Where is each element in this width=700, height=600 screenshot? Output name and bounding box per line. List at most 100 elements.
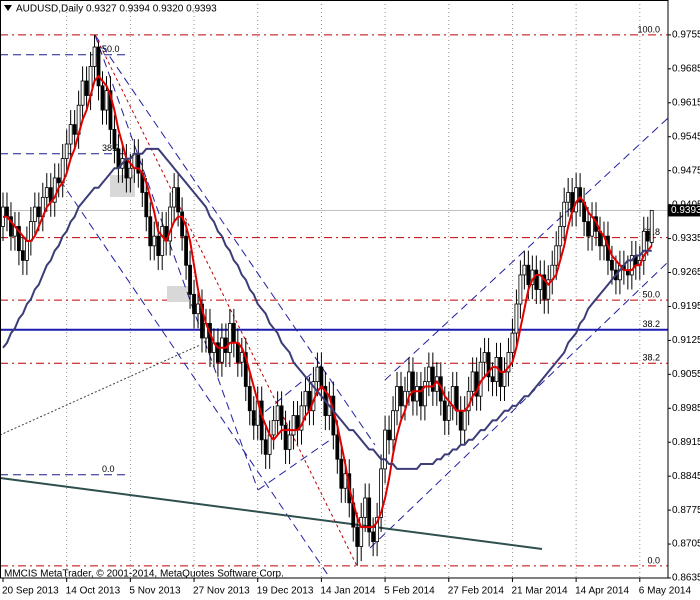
price-tag-label: 0.9393 xyxy=(671,205,700,216)
candle-body xyxy=(522,264,527,276)
candle-body xyxy=(180,211,185,237)
candle-body xyxy=(462,410,467,431)
candle-body xyxy=(319,366,324,387)
drawings xyxy=(0,34,668,578)
candle-body xyxy=(176,187,181,213)
y-tick-label: 0.8915 xyxy=(672,437,700,448)
candle-body xyxy=(335,434,340,460)
candle-body xyxy=(160,226,165,256)
trend-line xyxy=(0,344,201,436)
candle-body xyxy=(371,531,376,543)
candle-body xyxy=(283,424,288,450)
candle-body xyxy=(112,129,117,150)
candle-body xyxy=(482,352,487,363)
candle-body xyxy=(239,352,244,363)
candle-body xyxy=(586,221,590,237)
fibo-trend xyxy=(94,34,358,567)
candle-body xyxy=(454,386,459,412)
candle-body xyxy=(56,177,61,184)
candle-body xyxy=(287,434,292,450)
candle-body xyxy=(148,216,153,247)
candle-body xyxy=(9,216,13,237)
candle-body xyxy=(275,405,280,421)
candle-body xyxy=(426,366,431,383)
y-tick-label: 0.9265 xyxy=(672,267,700,278)
x-tick-label: 19 Dec 2013 xyxy=(257,586,314,597)
candle-body xyxy=(490,376,495,383)
y-tick-label: 0.8845 xyxy=(672,471,700,482)
candle-body xyxy=(100,85,105,111)
grid-layer xyxy=(66,0,641,578)
levels-layer: 100.061.850.038.20.050.038.20.038.2 xyxy=(0,24,668,567)
candle-body xyxy=(379,468,384,518)
candle-body xyxy=(629,255,634,276)
candle-body xyxy=(518,274,523,305)
moving-average xyxy=(3,74,653,529)
candle-body xyxy=(156,235,161,256)
plot-border xyxy=(0,0,669,579)
candle-body xyxy=(446,405,451,421)
candle-body xyxy=(363,497,368,518)
candle-body xyxy=(486,352,491,378)
candle-body xyxy=(610,259,614,271)
x-tick-label: 14 Jan 2014 xyxy=(320,586,375,597)
shape-box xyxy=(110,175,135,197)
candle-body xyxy=(442,400,447,421)
candle-body xyxy=(339,458,344,489)
candle-body xyxy=(542,274,547,300)
candle-body xyxy=(32,206,37,222)
trend-line xyxy=(0,477,543,550)
candle-body xyxy=(267,434,272,455)
candle-body xyxy=(415,386,419,402)
candle-body xyxy=(562,201,567,227)
channel-line xyxy=(257,439,331,491)
candle-body xyxy=(510,332,515,353)
candle-body xyxy=(450,386,455,407)
menu-icon[interactable] xyxy=(4,5,12,11)
x-tick-label: 27 Feb 2014 xyxy=(448,586,505,597)
fibo-label: 100.0 xyxy=(637,24,660,34)
candle-body xyxy=(474,371,479,397)
candle-body xyxy=(502,371,507,387)
y-tick-label: 0.9615 xyxy=(672,97,700,108)
y-tick-label: 0.9545 xyxy=(672,131,700,142)
candle-body xyxy=(407,371,411,392)
y-tick-label: 0.9055 xyxy=(672,369,700,380)
y-tick-label: 0.9335 xyxy=(672,233,700,244)
candle-body xyxy=(649,210,654,243)
candle-body xyxy=(343,473,348,489)
candle-body xyxy=(80,80,85,106)
candle-body xyxy=(291,415,296,436)
candle-body xyxy=(5,206,9,218)
candle-body xyxy=(418,386,423,407)
candle-body xyxy=(24,240,29,261)
candle-body xyxy=(247,386,252,412)
candle-body xyxy=(411,371,415,402)
candle-body xyxy=(116,148,121,169)
candle-body xyxy=(470,371,475,392)
candle-body xyxy=(367,497,372,533)
x-tick-label: 14 Oct 2013 xyxy=(66,586,121,597)
candle-body xyxy=(395,386,399,412)
candle-body xyxy=(430,366,435,392)
fibo-label: 50.0 xyxy=(102,44,120,54)
candle-body xyxy=(359,516,364,547)
candle-body xyxy=(96,46,101,87)
candle-body xyxy=(64,143,69,159)
candle-body xyxy=(458,410,463,431)
candle-body xyxy=(251,410,256,426)
candle-body xyxy=(68,124,73,145)
candle-body xyxy=(17,226,21,252)
channel-line xyxy=(59,179,331,578)
candle-body xyxy=(231,323,236,344)
y-tick-label: 0.8705 xyxy=(672,539,700,550)
candle-body xyxy=(546,279,551,300)
candle-body xyxy=(383,429,387,470)
shape-box xyxy=(167,286,189,302)
candle-body xyxy=(124,158,129,179)
candle-body xyxy=(554,245,559,266)
fibo-label: 0.0 xyxy=(102,464,115,474)
candle-body xyxy=(235,342,240,363)
